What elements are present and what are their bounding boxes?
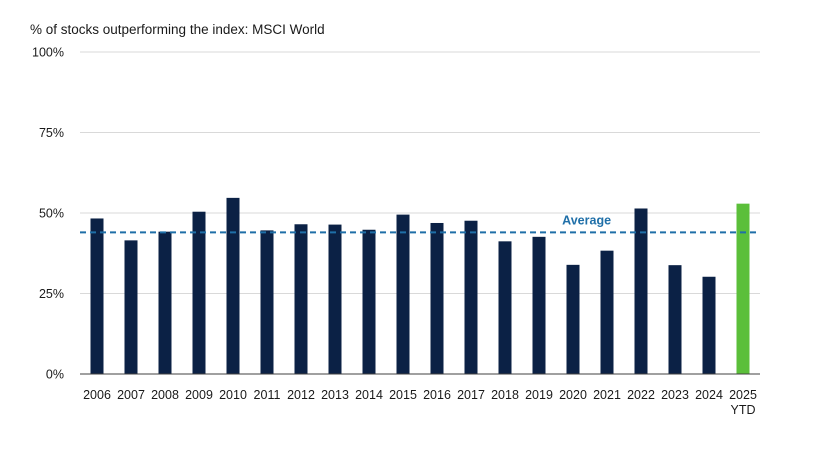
y-tick-label: 50% [39,207,64,221]
x-tick-label: 2017 [457,388,485,402]
x-tick-label: 2015 [389,388,417,402]
bar [600,250,614,374]
bar [362,229,376,374]
x-tick-label: 2010 [219,388,247,402]
bars [90,197,750,374]
x-tick-label: 2013 [321,388,349,402]
bar [736,203,750,374]
x-tick-label: 2007 [117,388,145,402]
x-tick-label: 2008 [151,388,179,402]
average-label: Average [562,213,611,227]
x-tick-label: YTD [731,403,756,417]
bar [226,197,240,374]
y-tick-label: 25% [39,287,64,301]
x-tick-label: 2025 [729,388,757,402]
bar [532,236,546,374]
x-tick-label: 2018 [491,388,519,402]
bar [566,264,580,374]
x-tick-label: 2023 [661,388,689,402]
bar [90,218,104,374]
bar [430,222,444,374]
y-tick-label: 0% [46,368,64,382]
bar [124,240,138,374]
bar [634,208,648,374]
bar [294,224,308,374]
x-tick-label: 2009 [185,388,213,402]
x-tick-label: 2016 [423,388,451,402]
y-tick-label: 100% [32,46,64,60]
x-tick-label: 2022 [627,388,655,402]
y-tick-label: 75% [39,126,64,140]
x-tick-label: 2011 [254,388,281,402]
bar [668,265,682,374]
bar [328,224,342,374]
x-tick-label: 2014 [355,388,383,402]
y-axis-ticks: 0% 25% 50% 75% 100% [32,46,64,382]
chart-title: % of stocks outperforming the index: MSC… [30,22,325,37]
x-tick-label: 2021 [593,388,621,402]
x-axis-ticks: 2006 2007 2008 2009 2010 2011 2012 2013 2014 2015… [83,388,757,417]
x-tick-label: 2020 [559,388,587,402]
x-tick-label: 2006 [83,388,111,402]
bar [396,214,410,374]
bar [464,220,478,374]
bar [260,230,274,374]
x-tick-label: 2024 [695,388,723,402]
x-tick-label: 2012 [287,388,315,402]
bar [702,276,716,374]
bar [498,241,512,374]
gridlines [80,51,760,294]
x-tick-label: 2019 [525,388,553,402]
bar [192,211,206,374]
bar [158,231,172,374]
